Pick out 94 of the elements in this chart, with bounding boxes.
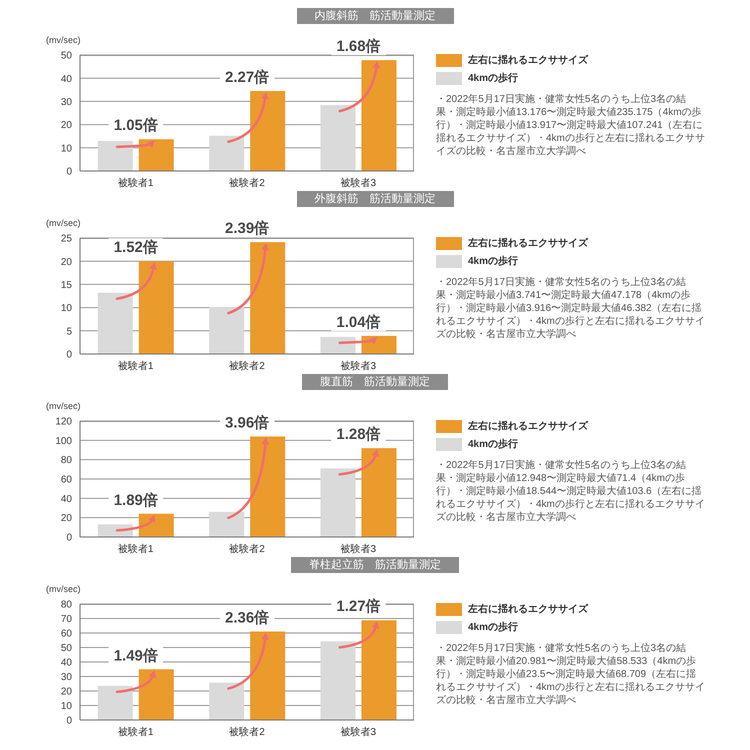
chart-title: 脊柱起立筋 筋活動量測定	[291, 557, 459, 573]
x-tick-label: 被験者2	[229, 726, 266, 738]
chart-title: 内腹斜筋 筋活動量測定	[296, 8, 454, 24]
legend-label: 左右に揺れるエクササイズ	[468, 54, 588, 67]
bar	[209, 136, 244, 171]
legend-label: 左右に揺れるエクササイズ	[468, 420, 588, 433]
y-tick-label: 20	[60, 686, 72, 698]
bar	[138, 514, 174, 537]
x-tick-label: 被験者3	[340, 726, 377, 738]
x-tick-label: 被験者1	[118, 543, 154, 556]
bar	[209, 682, 244, 720]
y-axis-title: (mv/sec)	[46, 218, 80, 228]
bar	[320, 468, 356, 537]
y-tick-label: 20	[60, 256, 72, 268]
x-tick-label: 被験者2	[229, 177, 266, 190]
bar	[250, 632, 286, 720]
x-tick-label: 被験者1	[118, 360, 154, 372]
annotation: 1.52倍	[114, 239, 158, 256]
annotation: 1.68倍	[336, 38, 381, 56]
y-tick-label: 5	[66, 326, 72, 338]
bar	[250, 242, 286, 354]
legend-label: 左右に揺れるエクササイズ	[468, 602, 588, 616]
y-tick-label: 40	[60, 658, 72, 669]
x-tick-label: 被験者3	[340, 360, 377, 372]
text: ・2022年5月17日実施・健常女性5名のうち上位3名の結果・測定時最小値13.176〜測定時最大値235.175（4kmの歩行）・測定時最小値13.917〜測定時最大値107.241（左右に揺れるエクササイズ）・4kmの歩行と左右に揺れるエクササイズの比較・名古屋市立大学調べ	[436, 93, 706, 158]
y-tick-label: 30	[60, 96, 72, 108]
bar	[250, 436, 286, 537]
annotation: 2.36倍	[225, 610, 270, 627]
legend-label: 左右に揺れるエクササイズ	[468, 236, 588, 250]
annotation: 1.49倍	[114, 647, 158, 664]
y-tick-label: 100	[55, 436, 72, 447]
y-tick-label: 30	[60, 672, 72, 684]
x-tick-label: 被験者2	[229, 360, 266, 372]
y-tick-label: 80	[60, 455, 72, 466]
annotation: 2.27倍	[225, 68, 270, 86]
bar	[209, 307, 244, 354]
y-tick-label: 0	[66, 716, 72, 727]
annotation: 1.05倍	[114, 117, 158, 134]
x-tick-label: 被験者3	[340, 177, 377, 190]
annotation: 3.96倍	[225, 414, 270, 432]
bar	[98, 292, 133, 354]
y-tick-label: 120	[55, 416, 72, 428]
y-tick-label: 40	[60, 494, 72, 505]
y-tick-label: 60	[60, 628, 72, 640]
x-tick-label: 被験者1	[118, 177, 154, 190]
text: ・2022年5月17日実施・健常女性5名のうち上位3名の結果・測定時最小値20.981〜測定時最大値58.533（4kmの歩行）・測定時最小値23.5〜測定時最大値68.709（左右に揺れるエクササイズ）・4kmの歩行と左右に揺れるエクササイズの比較・名古屋市立大学調べ	[436, 642, 706, 707]
y-tick-label: 50	[60, 50, 72, 62]
bar	[250, 90, 286, 171]
bar	[361, 448, 396, 537]
legend-label: 4kmの歩行	[468, 254, 518, 268]
legend-label: 4kmの歩行	[468, 438, 518, 451]
bar	[361, 620, 396, 720]
y-tick-label: 20	[60, 513, 72, 524]
y-tick-label: 50	[60, 643, 72, 654]
y-axis-title: (mv/sec)	[46, 584, 80, 594]
y-axis-title: (mv/sec)	[46, 35, 80, 45]
annotation: 2.39倍	[225, 220, 270, 238]
bar	[361, 336, 396, 354]
y-tick-label: 10	[60, 303, 72, 314]
bar	[98, 686, 133, 720]
bar	[138, 139, 174, 171]
y-tick-label: 0	[66, 350, 72, 361]
annotation: 1.89倍	[114, 492, 158, 509]
legend-label: 4kmの歩行	[468, 620, 518, 634]
bar	[138, 261, 174, 354]
annotation: 1.27倍	[336, 598, 381, 616]
x-tick-label: 被験者1	[118, 726, 154, 738]
annotation: 1.04倍	[336, 314, 381, 331]
chart-title: 腹直筋 筋活動量測定	[302, 374, 448, 390]
bar	[320, 641, 356, 720]
y-tick-label: 15	[60, 280, 72, 291]
x-tick-label: 被験者2	[229, 543, 266, 556]
y-tick-label: 20	[60, 120, 72, 132]
bar	[361, 60, 396, 171]
annotation: 1.28倍	[336, 426, 381, 444]
y-tick-label: 70	[60, 614, 72, 626]
x-tick-label: 被験者3	[340, 543, 377, 556]
y-axis-title: (mv/sec)	[46, 401, 80, 411]
y-tick-label: 0	[66, 166, 72, 178]
y-tick-label: 0	[66, 532, 72, 544]
y-tick-label: 10	[60, 143, 72, 154]
legend-label: 4kmの歩行	[468, 72, 518, 85]
y-tick-label: 60	[60, 474, 72, 486]
y-tick-label: 10	[60, 701, 72, 712]
y-tick-label: 40	[60, 74, 72, 85]
text: ・2022年5月17日実施・健常女性5名のうち上位3名の結果・測定時最小値12.948〜測定時最大値71.4（4kmの歩行）・測定時最小値18.544〜測定時最大値103.6（左右に揺れるエクササイズ）・4kmの歩行と左右に揺れるエクササイズの比較・名古屋市立大学調べ	[436, 459, 706, 524]
text: ・2022年5月17日実施・健常女性5名のうち上位3名の結果・測定時最小値3.741〜測定時最大値47.178（4kmの歩行）・測定時最小値3.916〜測定時最大値46.382（左右に揺れるエクササイズ）・4kmの歩行と左右に揺れるエクササイズの比較・名古屋市立大学調べ	[436, 276, 706, 341]
chart-title: 外腹斜筋 筋活動量測定	[296, 191, 454, 207]
bar	[98, 140, 133, 171]
y-tick-label: 80	[60, 600, 72, 611]
bar	[209, 512, 244, 537]
y-tick-label: 25	[60, 234, 72, 245]
bar	[320, 105, 356, 171]
bar	[138, 669, 174, 720]
